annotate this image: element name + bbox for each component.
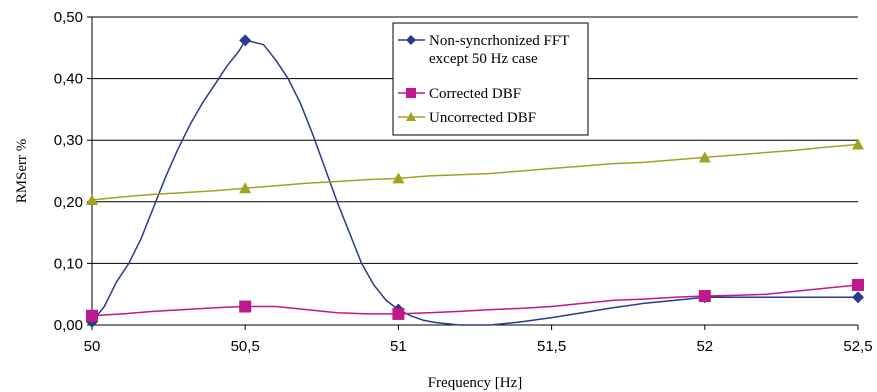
- marker-triangle-2: [392, 172, 405, 184]
- y-tick-label: 0,30: [54, 132, 83, 149]
- x-tick-label: 52,5: [843, 338, 872, 355]
- y-axis-label: RMSerr %: [14, 139, 30, 204]
- gridlines: [92, 16, 858, 264]
- series-lines: [91, 39, 859, 326]
- marker-square-1: [86, 309, 98, 322]
- y-tick-label: 0,20: [54, 194, 83, 211]
- series-line-2: [91, 143, 859, 201]
- x-tick-labels: 50 50,5 51 51,5 52 52,5: [84, 338, 873, 355]
- legend-swatch-marker-1: [406, 88, 416, 98]
- legend: Non-syncrhonized FFT except 50 Hz case Cor…: [392, 22, 589, 136]
- marker-diamond-0: [239, 34, 252, 47]
- series-markers: [86, 34, 864, 328]
- marker-square-1: [698, 290, 711, 303]
- y-tick-labels: 0,00 0,10 0,20 0,30 0,40 0,50: [54, 9, 83, 334]
- x-axis-label: Frequency [Hz]: [428, 375, 523, 391]
- x-tick-label: 50,5: [231, 338, 260, 355]
- legend-label-1: Corrected DBF: [429, 86, 521, 102]
- y-tick-label: 0,50: [54, 9, 83, 26]
- marker-diamond-0: [852, 291, 864, 304]
- marker-triangle-2: [86, 193, 98, 205]
- y-tick-label: 0,00: [54, 317, 83, 334]
- x-tick-label: 51: [390, 338, 407, 355]
- marker-square-1: [852, 278, 864, 291]
- series-line-1: [91, 284, 859, 317]
- legend-box: [392, 22, 589, 136]
- marker-triangle-2: [852, 138, 864, 150]
- marker-square-1: [392, 307, 405, 320]
- legend-label-0: except 50 Hz case: [429, 51, 538, 67]
- y-tick-label: 0,40: [54, 71, 83, 88]
- y-tick-label: 0,10: [54, 255, 83, 272]
- series-line-0: [91, 39, 858, 326]
- legend-label-0: Non-syncrhonized FFT: [429, 33, 569, 49]
- x-tick-label: 52: [696, 338, 713, 355]
- marker-triangle-2: [239, 182, 252, 194]
- marker-triangle-2: [698, 151, 711, 163]
- marker-square-1: [239, 300, 252, 313]
- legend-swatch-marker-0: [406, 35, 416, 45]
- legend-label-2: Uncorrected DBF: [429, 110, 536, 126]
- x-tick-label: 50: [84, 338, 101, 355]
- x-tick-label: 51,5: [537, 338, 566, 355]
- legend-swatch-marker-2: [406, 112, 416, 121]
